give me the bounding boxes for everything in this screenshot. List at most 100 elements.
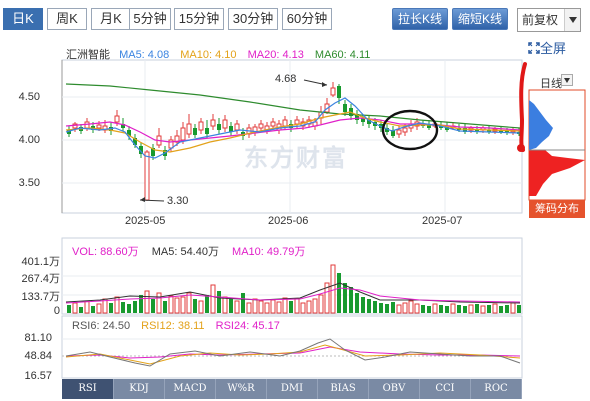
vol-tick-3: 0 (53, 305, 60, 317)
tab-week-k[interactable]: 周K (47, 8, 87, 30)
vol-tick-1: 267.4万 (21, 273, 60, 285)
tab-wr[interactable]: W%R (216, 379, 267, 399)
volume-bar (163, 301, 167, 313)
tab-macd[interactable]: MACD (165, 379, 216, 399)
tab-day-k[interactable]: 日K (3, 8, 43, 30)
tab-bias[interactable]: BIAS (318, 379, 369, 399)
volume-bar (144, 290, 150, 314)
candle (229, 122, 233, 136)
chip-profile-red (529, 150, 585, 196)
candle (210, 114, 216, 130)
candle (396, 126, 402, 138)
chip-distribution-button[interactable]: 筹码分布 (529, 200, 585, 218)
volume-bar (246, 302, 252, 314)
volume-bar (492, 303, 498, 314)
vol-ma10-legend: MA10: 49.79万 (232, 246, 306, 258)
volume-bar (168, 295, 174, 314)
date-tick-jul: 2025-07 (422, 215, 463, 227)
volume-bar (210, 284, 216, 314)
tab-obv[interactable]: OBV (369, 379, 420, 399)
candle (289, 120, 293, 132)
tab-30min[interactable]: 30分钟 (228, 8, 278, 30)
adjust-select-value: 前复权 (522, 13, 559, 27)
low-label: 3.30 (167, 195, 189, 207)
volume-bar (414, 303, 420, 314)
volume-bar (385, 304, 389, 313)
volume-bar (234, 300, 240, 314)
tab-rsi[interactable]: RSI (62, 379, 114, 399)
volume-bar (408, 300, 414, 314)
rsi-tick-low: 16.57 (24, 370, 52, 382)
candle (355, 110, 359, 124)
tab-15min[interactable]: 15分钟 (174, 8, 224, 30)
vol-ma5-line (65, 282, 521, 304)
candle (217, 118, 221, 134)
rsi12-line (65, 344, 521, 365)
volume-bar (367, 299, 371, 313)
vol-ma5-legend: MA5: 54.40万 (151, 246, 219, 258)
vol-ma10-line (65, 287, 521, 304)
volume-bar (379, 303, 383, 313)
tab-roc[interactable]: ROC (471, 379, 522, 399)
volume-bar (312, 298, 318, 314)
candle (205, 120, 209, 138)
price-tick-450: 4.50 (18, 91, 40, 103)
rsi24-legend: RSI24: 45.17 (215, 320, 280, 332)
candle (330, 82, 336, 97)
candle (222, 115, 228, 132)
volume-bar (457, 305, 461, 313)
volume-bar (468, 304, 474, 314)
volume-bar (373, 301, 377, 313)
volume-bar (480, 305, 486, 314)
volume-bar (391, 302, 395, 313)
rsi6-line (65, 338, 521, 367)
candle (174, 130, 180, 146)
candle (367, 116, 371, 128)
volume-bar (450, 303, 456, 314)
volume-bar (133, 301, 137, 313)
volume-bar (343, 283, 347, 313)
volume-bar (67, 305, 71, 313)
volume-bar (439, 305, 443, 313)
adjust-select[interactable]: 前复权 (517, 8, 581, 32)
volume-bar (289, 301, 293, 313)
fullscreen-button[interactable]: 全屏 (528, 38, 578, 56)
fullscreen-label: 全屏 (540, 41, 567, 56)
stretch-kline-button[interactable]: 拉长K线 (392, 8, 448, 30)
tab-60min[interactable]: 60分钟 (282, 8, 332, 30)
volume-bar (180, 296, 186, 314)
price-tick-350: 3.50 (18, 177, 40, 189)
price-tick-400: 4.00 (18, 134, 40, 146)
candle (186, 114, 192, 138)
volume-bar (205, 295, 209, 313)
volume-bar (432, 303, 438, 314)
volume-bar (487, 305, 491, 313)
volume-bar (361, 297, 365, 313)
volume-bar (127, 304, 131, 313)
tab-month-k[interactable]: 月K (91, 8, 131, 30)
volume-bar (241, 293, 245, 313)
candle (361, 114, 365, 126)
tab-5min[interactable]: 5分钟 (129, 8, 171, 30)
vol-tick-0: 401.1万 (21, 256, 60, 268)
tab-dmi[interactable]: DMI (267, 379, 318, 399)
volume-bar (151, 299, 155, 313)
volume-bar (355, 293, 359, 313)
volume-bar (91, 306, 95, 313)
volume-bar (318, 294, 324, 314)
rsi-tick-high: 81.10 (24, 332, 52, 344)
shrink-kline-button[interactable]: 缩短K线 (452, 8, 508, 30)
volume-bar (324, 282, 330, 314)
volume-bar (337, 273, 341, 313)
tab-kdj[interactable]: KDJ (114, 379, 165, 399)
line-type-dropdown[interactable] (561, 74, 573, 86)
volume-bar (396, 304, 402, 314)
candle (391, 126, 395, 138)
stock-name: 汇洲智能 (66, 49, 110, 61)
tab-cci[interactable]: CCI (420, 379, 471, 399)
volume-bar (114, 296, 120, 314)
volume-bar (121, 302, 125, 313)
